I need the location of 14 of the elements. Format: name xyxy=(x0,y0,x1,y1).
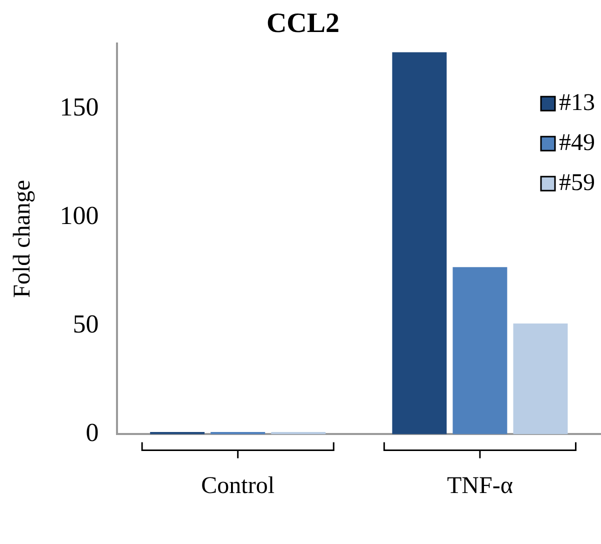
legend-label: #49 xyxy=(559,130,595,156)
y-tick-label: 100 xyxy=(60,201,99,230)
y-tick-label: 0 xyxy=(86,418,99,448)
bar xyxy=(452,267,508,434)
y-axis-title: Fold change xyxy=(10,180,36,298)
bar xyxy=(392,52,447,434)
bar xyxy=(513,324,568,434)
y-tick-label: 50 xyxy=(72,310,99,339)
legend-label: #13 xyxy=(559,90,595,116)
x-tick-label: TNF-α xyxy=(446,472,514,499)
y-tick-label: 150 xyxy=(60,92,99,122)
legend-label: #59 xyxy=(559,170,595,196)
chart-title: CCL2 xyxy=(266,8,340,40)
x-tick-label: Control xyxy=(201,472,275,499)
